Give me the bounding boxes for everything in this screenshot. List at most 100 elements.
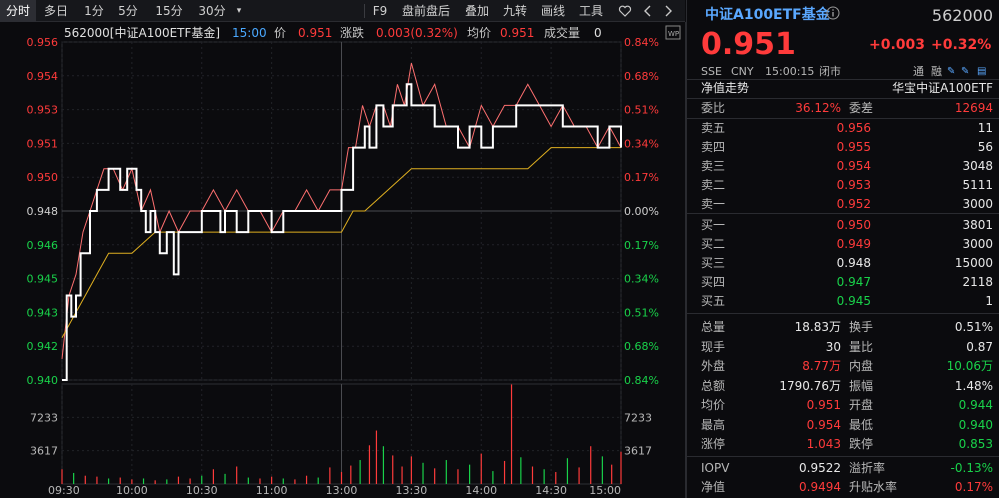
stat-value: 0.51% bbox=[954, 320, 993, 334]
nine-turn-button[interactable]: 九转 bbox=[502, 4, 527, 18]
stat-label: 总额 bbox=[701, 378, 726, 393]
extra-value: -0.13% bbox=[950, 461, 993, 475]
quote-panel: 中证A100ETF基金 562000 0.951 +0.003 +0.32% S… bbox=[686, 0, 999, 498]
ask-label: 卖四 bbox=[701, 140, 726, 154]
stat-label: 内盘 bbox=[849, 359, 874, 373]
ask-volume: 3000 bbox=[962, 197, 993, 211]
next-chevron-icon[interactable] bbox=[660, 0, 676, 22]
f9-button[interactable]: F9 bbox=[372, 4, 388, 18]
x-tick: 11:00 bbox=[256, 484, 288, 497]
bid-price: 0.950 bbox=[836, 218, 871, 232]
bid-label: 买二 bbox=[701, 237, 726, 251]
y-tick-left: 0.950 bbox=[27, 171, 59, 184]
info-change: 0.003(0.32%) bbox=[376, 26, 458, 40]
currency: CNY bbox=[731, 65, 754, 78]
edit-icon[interactable]: ✎ bbox=[947, 66, 956, 77]
pre-post-market-button[interactable]: 盘前盘后 bbox=[401, 4, 450, 18]
order-diff: 12694 bbox=[954, 101, 993, 115]
exchange: SSE bbox=[701, 65, 722, 78]
stat-label: 换手 bbox=[849, 320, 874, 334]
ask-label: 卖五 bbox=[701, 121, 726, 135]
stat-value: 1.043 bbox=[806, 437, 841, 451]
x-tick: 13:00 bbox=[326, 484, 358, 497]
ask-price: 0.952 bbox=[836, 197, 871, 211]
svg-text:WP: WP bbox=[668, 30, 679, 38]
tab-5min[interactable]: 5分 bbox=[118, 4, 138, 18]
x-tick: 15:00 bbox=[589, 484, 621, 497]
info-avg-label: 均价 bbox=[467, 26, 491, 40]
stat-value: 1.48% bbox=[954, 378, 993, 393]
stat-value: 30 bbox=[825, 339, 841, 354]
info-avg: 0.951 bbox=[500, 26, 534, 40]
bid-volume: 15000 bbox=[954, 256, 993, 270]
ask-price: 0.953 bbox=[836, 178, 871, 192]
volume-tick-right: 3617 bbox=[624, 445, 652, 458]
fund-full-name: 华宝中证A100ETF bbox=[892, 81, 993, 95]
ask-volume: 5111 bbox=[962, 178, 993, 192]
panel-divider bbox=[685, 22, 686, 498]
tools-button[interactable]: 工具 bbox=[578, 4, 603, 18]
y-tick-left: 0.956 bbox=[27, 36, 59, 49]
prev-chevron-icon[interactable] bbox=[640, 0, 656, 22]
info-circle-icon[interactable] bbox=[826, 6, 840, 25]
stat-value: 1790.76万 bbox=[779, 378, 841, 393]
stat-value: 0.87 bbox=[966, 339, 993, 354]
stat-value: 10.06万 bbox=[946, 359, 993, 373]
wp-badge-icon: WP bbox=[665, 25, 681, 40]
stat-label: 涨停 bbox=[701, 437, 726, 451]
nav-trend-link[interactable]: 净值走势 bbox=[701, 81, 750, 95]
axis-ticks: 0.956 0.84% 0.954 0.68% 0.953 0.51% 0.951 0.34%… bbox=[27, 36, 659, 497]
info-price: 0.951 bbox=[298, 26, 332, 40]
volume-tick-left: 3617 bbox=[30, 445, 58, 458]
x-tick: 10:00 bbox=[116, 484, 148, 497]
price-change: +0.003 bbox=[869, 37, 926, 53]
overlay-button[interactable]: 叠加 bbox=[464, 4, 489, 18]
favorite-icon[interactable] bbox=[616, 0, 634, 22]
price-change-pct: +0.32% bbox=[931, 37, 992, 53]
stat-value: 18.83万 bbox=[794, 320, 841, 334]
ask-label: 卖二 bbox=[701, 178, 726, 192]
stat-label: 最高 bbox=[701, 417, 726, 432]
ask-price: 0.955 bbox=[836, 140, 871, 154]
tab-15min[interactable]: 15分 bbox=[155, 4, 183, 18]
y-tick-left: 0.945 bbox=[27, 273, 59, 286]
y-tick-right: 0.34% bbox=[624, 137, 659, 150]
y-tick-left: 0.942 bbox=[27, 340, 59, 353]
tab-30min[interactable]: 30分 bbox=[198, 4, 226, 18]
draw-line-button[interactable]: 画线 bbox=[540, 4, 565, 18]
market-status: 闭市 bbox=[819, 65, 841, 78]
stat-value: 8.77万 bbox=[802, 359, 841, 373]
y-tick-right: 0.68% bbox=[624, 340, 659, 353]
stat-label: 最低 bbox=[849, 417, 874, 432]
extra-label: 升贴水率 bbox=[849, 480, 898, 494]
stat-label: 跌停 bbox=[849, 437, 874, 451]
stat-label: 外盘 bbox=[701, 359, 726, 373]
bid-price: 0.948 bbox=[836, 256, 871, 270]
info-time: 15:00 bbox=[232, 26, 267, 40]
tab-multiday[interactable]: 多日 bbox=[43, 4, 68, 18]
fund-name: 中证A100ETF基金 bbox=[705, 7, 830, 23]
more-icon[interactable]: ▤ bbox=[977, 66, 987, 77]
bid-label: 买一 bbox=[701, 218, 726, 232]
pin-icon[interactable]: ✎ bbox=[961, 66, 970, 77]
stat-value: 0.853 bbox=[958, 437, 993, 451]
info-volume-label: 成交量 bbox=[544, 25, 580, 40]
y-tick-left: 0.951 bbox=[27, 137, 59, 150]
extra-value: 0.9522 bbox=[799, 461, 841, 475]
price-line bbox=[62, 83, 622, 381]
stat-value: 0.954 bbox=[806, 417, 841, 432]
intraday-chart[interactable]: 0.956 0.84% 0.954 0.68% 0.953 0.51% 0.951 0.34%… bbox=[0, 22, 685, 498]
y-tick-right: 0.00% bbox=[624, 205, 659, 218]
y-tick-right: 0.17% bbox=[624, 171, 659, 184]
y-tick-right: 0.51% bbox=[624, 104, 659, 117]
tab-intraday[interactable]: 分时 bbox=[0, 0, 36, 22]
last-price: 0.951 bbox=[701, 27, 796, 62]
tab-1min[interactable]: 1分 bbox=[84, 4, 104, 18]
bid-price: 0.947 bbox=[836, 275, 871, 289]
y-tick-left: 0.954 bbox=[27, 70, 59, 83]
more-periods-dropdown[interactable]: ▾ bbox=[236, 6, 242, 16]
stat-label: 总量 bbox=[701, 320, 726, 334]
bid-label: 买五 bbox=[701, 294, 726, 308]
volume-tick-left: 7233 bbox=[30, 411, 58, 424]
info-change-label: 涨跌 bbox=[340, 25, 364, 40]
